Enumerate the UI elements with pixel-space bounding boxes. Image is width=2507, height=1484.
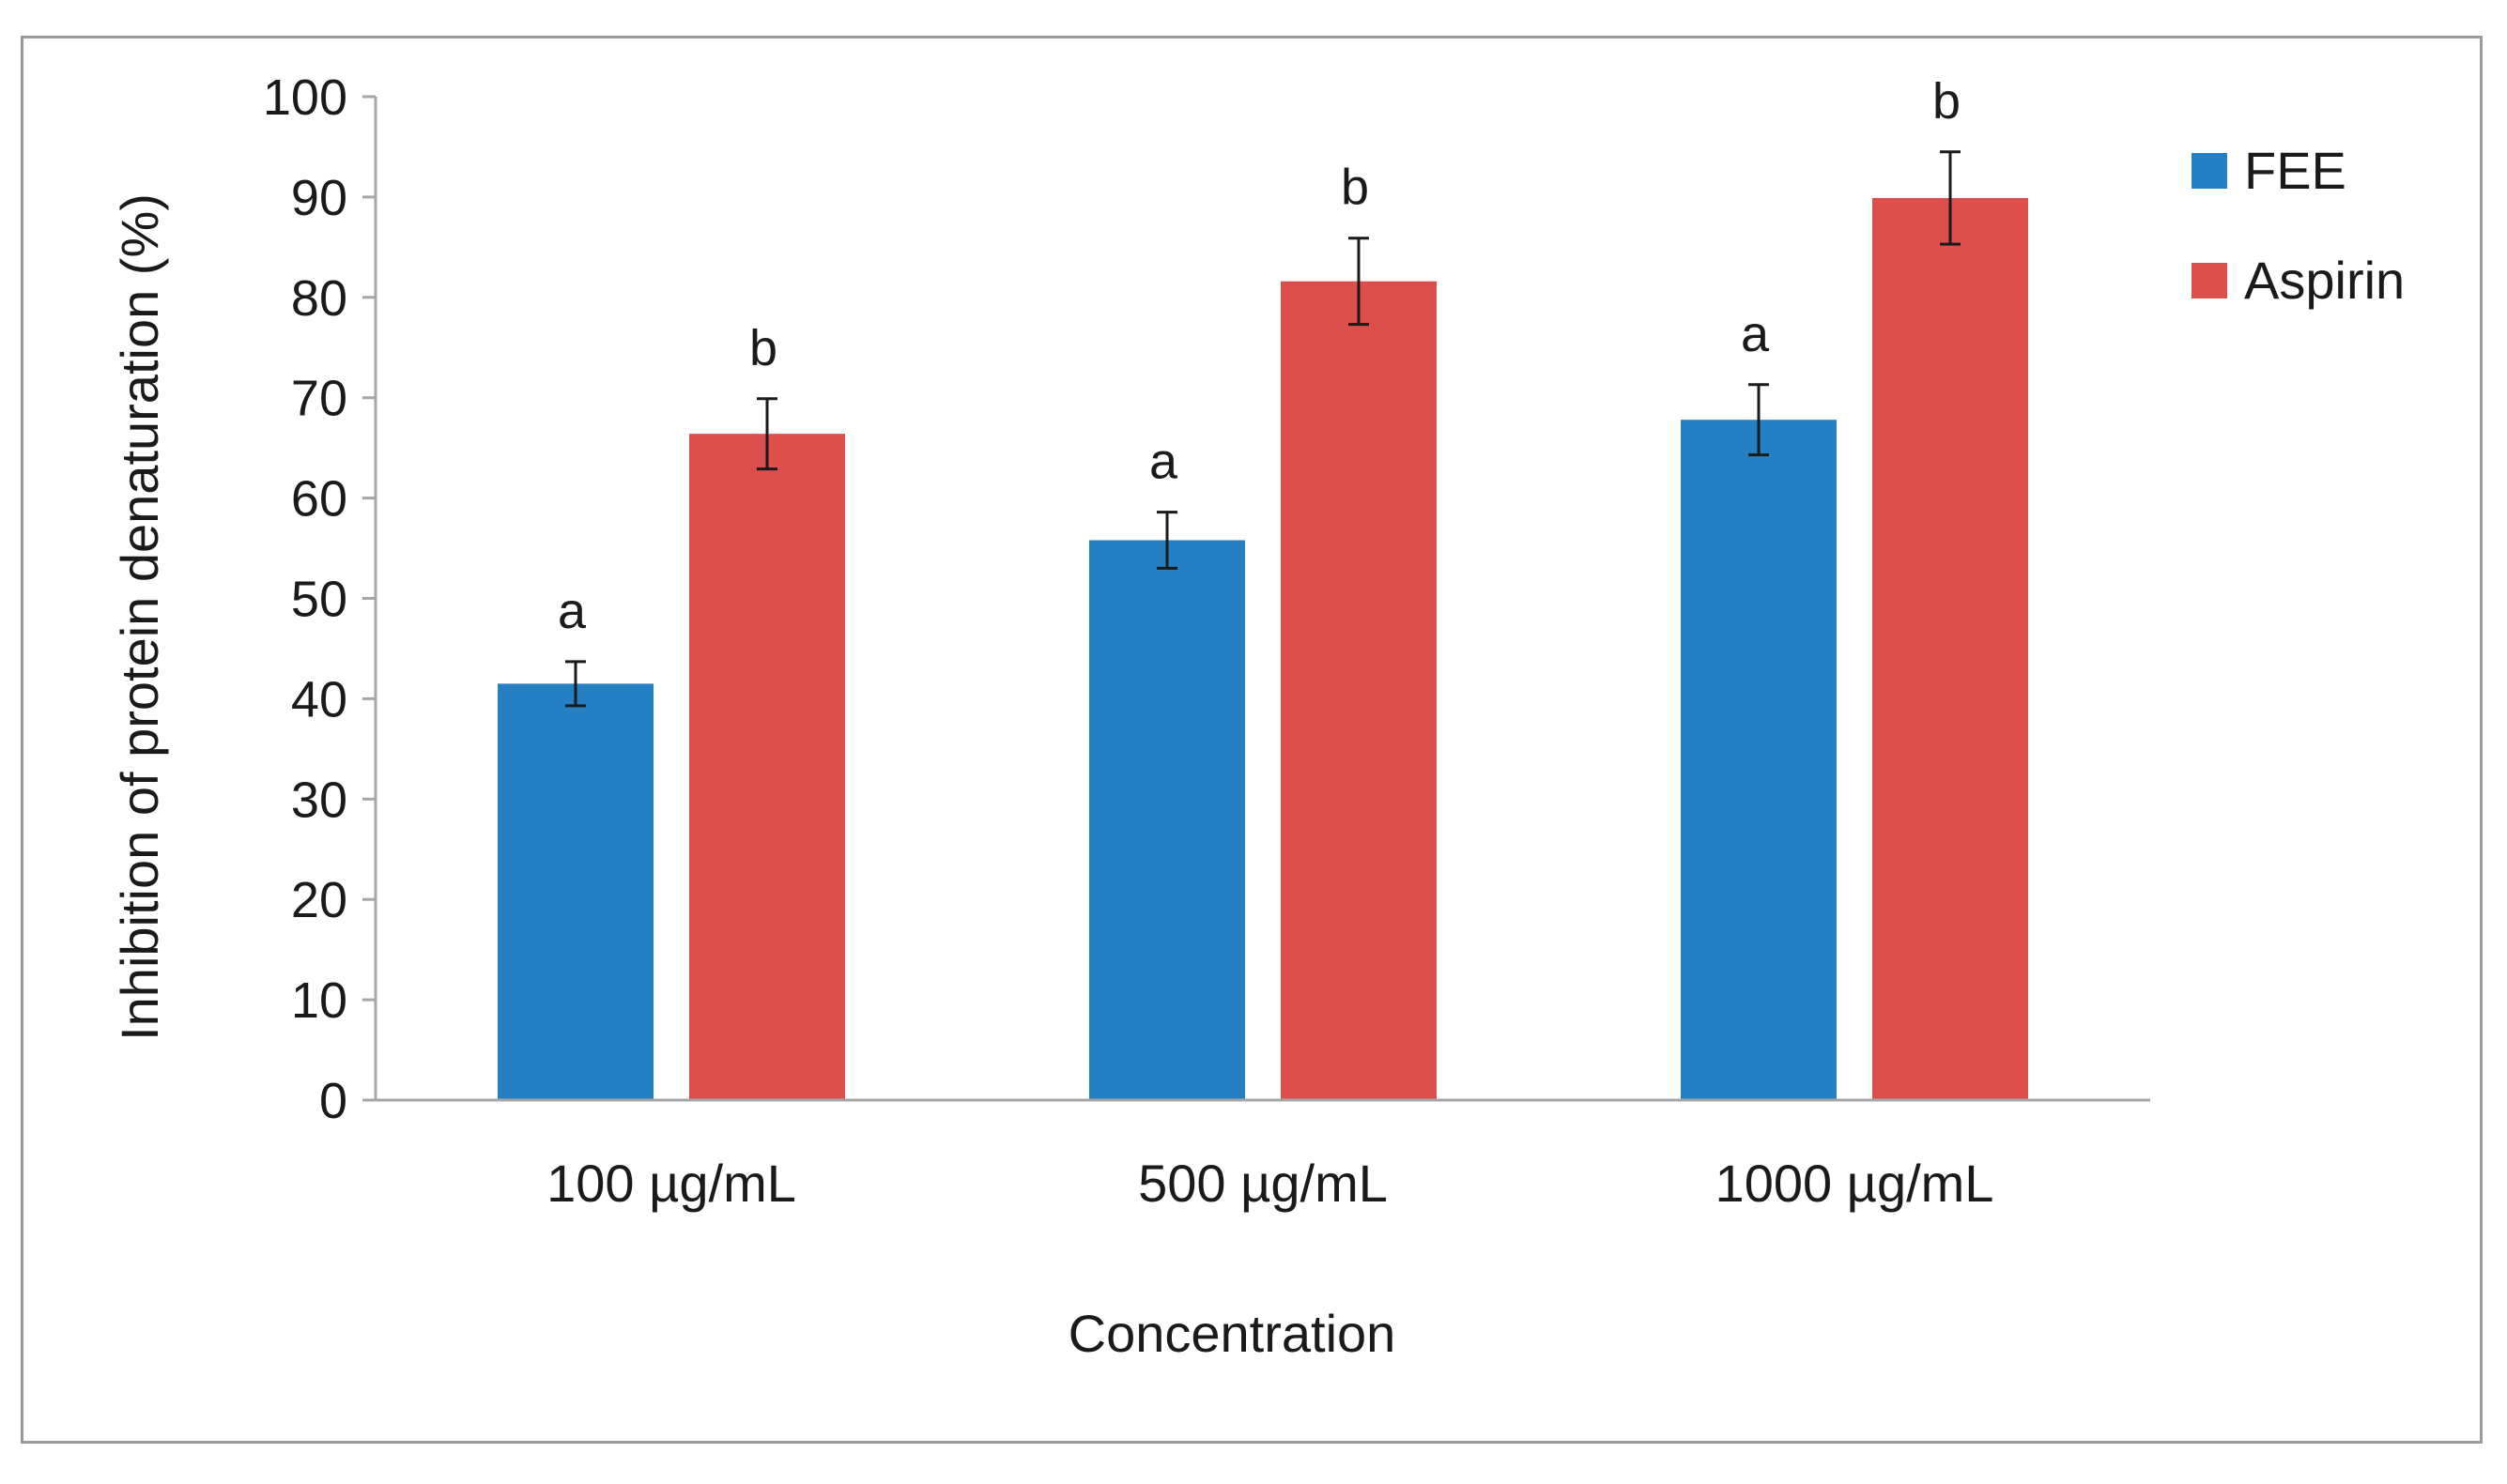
legend-label: FEE — [2244, 141, 2346, 200]
y-axis-ticks: 0 10 20 30 40 50 60 70 80 90 100 — [263, 69, 376, 1129]
bar-fee-3 — [1681, 420, 1837, 1100]
bars — [498, 197, 2028, 1101]
y-tick-label: 40 — [291, 671, 347, 727]
chart-frame — [21, 36, 2483, 1444]
x-category-label: 1000 µg/mL — [1715, 1154, 1994, 1213]
error-bar — [1348, 237, 1369, 327]
significance-label: a — [1149, 434, 1178, 490]
legend: FEE Aspirin — [2192, 141, 2405, 310]
error-bar — [1748, 383, 1769, 457]
error-bar — [565, 660, 586, 708]
significance-labels: a b a b a b — [558, 73, 1961, 639]
significance-label: b — [1341, 160, 1369, 216]
significance-label: b — [1932, 73, 1961, 130]
y-tick-label: 0 — [319, 1073, 347, 1129]
y-tick-label: 10 — [291, 972, 347, 1029]
error-bar — [1940, 150, 1961, 246]
y-tick-label: 90 — [291, 170, 347, 226]
bar-fee-1 — [498, 683, 654, 1100]
y-tick-label: 30 — [291, 772, 347, 828]
legend-item-fee: FEE — [2192, 141, 2346, 200]
legend-swatch — [2192, 153, 2227, 189]
bar-fee-2 — [1089, 540, 1245, 1100]
x-category-label: 100 µg/mL — [546, 1154, 796, 1213]
bar-aspirin-1 — [689, 434, 845, 1101]
y-tick-label: 100 — [263, 69, 347, 126]
y-tick-label: 80 — [291, 270, 347, 327]
x-category-label: 500 µg/mL — [1138, 1154, 1388, 1213]
significance-label: b — [749, 320, 777, 376]
y-tick-label: 70 — [291, 371, 347, 427]
significance-label: a — [1741, 306, 1770, 362]
error-bar — [1157, 511, 1177, 570]
legend-item-aspirin: Aspirin — [2192, 251, 2405, 310]
legend-swatch — [2192, 263, 2227, 298]
bar-aspirin-2 — [1281, 281, 1437, 1100]
y-tick-label: 60 — [291, 471, 347, 528]
y-axis-title: Inhibition of protein denaturation (%) — [110, 193, 169, 1041]
y-tick-label: 20 — [291, 872, 347, 928]
x-axis-title: Concentration — [1069, 1304, 1396, 1363]
error-bars — [565, 150, 1961, 708]
significance-label: a — [558, 583, 587, 639]
x-axis-categories: 100 µg/mL 500 µg/mL 1000 µg/mL — [546, 1154, 1993, 1213]
y-tick-label: 50 — [291, 572, 347, 628]
error-bar — [757, 397, 777, 471]
bar-aspirin-3 — [1872, 197, 2028, 1100]
legend-label: Aspirin — [2244, 251, 2405, 310]
